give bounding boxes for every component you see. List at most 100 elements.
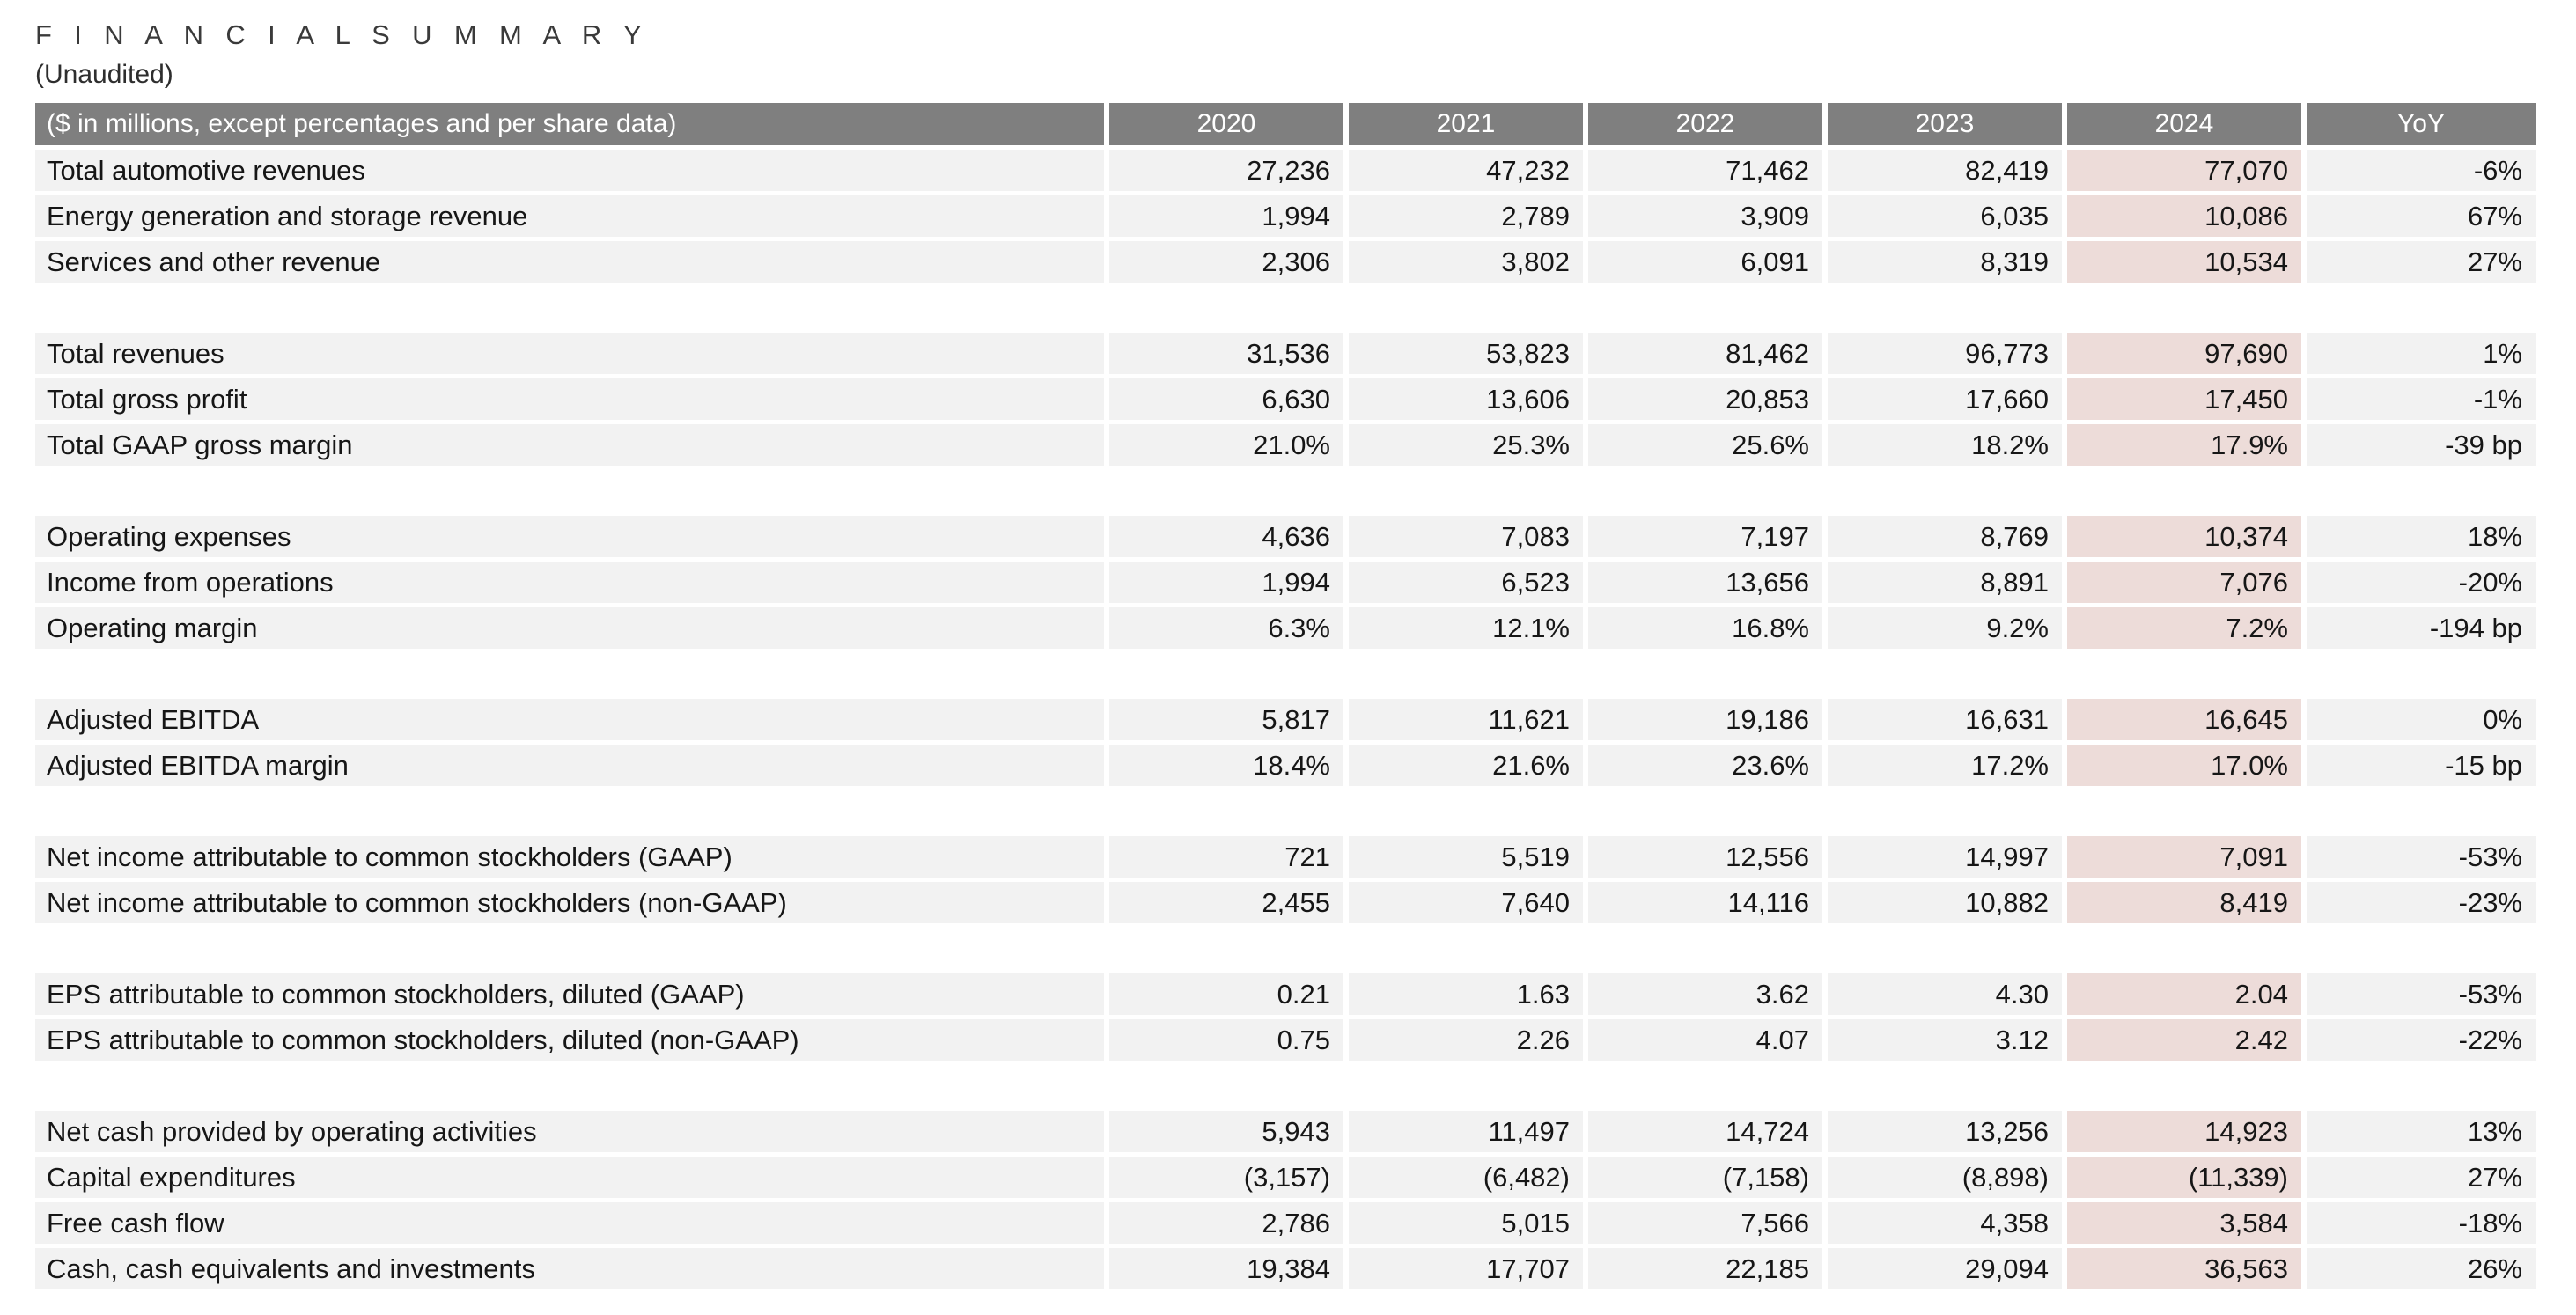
cell-value: 18.2%: [1828, 424, 2062, 466]
cell-value: -18%: [2307, 1202, 2536, 1244]
cell-value: 31,536: [1109, 333, 1343, 374]
cell-value: 0%: [2307, 699, 2536, 740]
cell-value: 7,566: [1588, 1202, 1822, 1244]
cell-value: -53%: [2307, 836, 2536, 878]
cell-value: (7,158): [1588, 1157, 1822, 1198]
cell-value: 96,773: [1828, 333, 2062, 374]
cell-value: -1%: [2307, 378, 2536, 420]
cell-value: 27,236: [1109, 150, 1343, 191]
cell-value: 7,083: [1349, 516, 1583, 557]
spacer-cell: [35, 928, 2536, 969]
cell-value: 5,015: [1349, 1202, 1583, 1244]
cell-value: 5,817: [1109, 699, 1343, 740]
cell-value: 5,519: [1349, 836, 1583, 878]
cell-value: 13,256: [1828, 1111, 2062, 1152]
cell-value: 4.30: [1828, 973, 2062, 1015]
cell-value: 19,186: [1588, 699, 1822, 740]
table-row: EPS attributable to common stockholders,…: [35, 1019, 2536, 1061]
cell-value: 2,306: [1109, 241, 1343, 283]
cell-value: 21.0%: [1109, 424, 1343, 466]
cell-value: -23%: [2307, 882, 2536, 923]
cell-value: 2,789: [1349, 195, 1583, 237]
spacer-row: [35, 1065, 2536, 1106]
cell-value: 18%: [2307, 516, 2536, 557]
spacer-row: [35, 470, 2536, 511]
table-row: Free cash flow 2,786 5,015 7,566 4,358 3,584-…: [35, 1202, 2536, 1244]
cell-value: 47,232: [1349, 150, 1583, 191]
row-label: Total automotive revenues: [35, 150, 1104, 191]
table-row: Total automotive revenues 27,236 47,232 71,…: [35, 150, 2536, 191]
cell-value: 721: [1109, 836, 1343, 878]
table-row: Total GAAP gross margin 21.0% 25.3% 25.6% 18…: [35, 424, 2536, 466]
cell-value: 0.21: [1109, 973, 1343, 1015]
financial-summary-table: ($ in millions, except percentages and p…: [30, 99, 2541, 1294]
table-row: Adjusted EBITDA 5,817 11,621 19,186 16,631 16…: [35, 699, 2536, 740]
spacer-row: [35, 928, 2536, 969]
cell-value: 18.4%: [1109, 745, 1343, 786]
cell-value: (6,482): [1349, 1157, 1583, 1198]
table-row: EPS attributable to common stockholders,…: [35, 973, 2536, 1015]
cell-value: 26%: [2307, 1248, 2536, 1289]
spacer-cell: [35, 287, 2536, 328]
cell-value: 6,091: [1588, 241, 1822, 283]
cell-value-2024-highlight: 36,563: [2067, 1248, 2301, 1289]
spacer-cell: [35, 1065, 2536, 1106]
cell-value: 17,660: [1828, 378, 2062, 420]
cell-value: 13,656: [1588, 562, 1822, 603]
cell-value: 4,636: [1109, 516, 1343, 557]
row-label: Total revenues: [35, 333, 1104, 374]
table-row: Net income attributable to common stockh…: [35, 882, 2536, 923]
table-row: Income from operations 1,994 6,523 13,656 8,…: [35, 562, 2536, 603]
column-header-2022: 2022: [1588, 103, 1822, 145]
cell-value: 1%: [2307, 333, 2536, 374]
cell-value: 11,621: [1349, 699, 1583, 740]
cell-value: 3,909: [1588, 195, 1822, 237]
row-label: Free cash flow: [35, 1202, 1104, 1244]
row-label: Net cash provided by operating activitie…: [35, 1111, 1104, 1152]
cell-value: 25.6%: [1588, 424, 1822, 466]
table-row: Cash, cash equivalents and investments 19…: [35, 1248, 2536, 1289]
spacer-row: [35, 287, 2536, 328]
table-row: Energy generation and storage revenue 1,9…: [35, 195, 2536, 237]
table-row: Total revenues 31,536 53,823 81,462 96,773 97…: [35, 333, 2536, 374]
cell-value: 14,997: [1828, 836, 2062, 878]
row-label: Services and other revenue: [35, 241, 1104, 283]
cell-value: 27%: [2307, 1157, 2536, 1198]
cell-value: 2.26: [1349, 1019, 1583, 1061]
cell-value: 1,994: [1109, 562, 1343, 603]
cell-value-2024-highlight: 14,923: [2067, 1111, 2301, 1152]
cell-value: 17,707: [1349, 1248, 1583, 1289]
row-label: Operating expenses: [35, 516, 1104, 557]
cell-value-2024-highlight: 10,374: [2067, 516, 2301, 557]
table-header-row: ($ in millions, except percentages and p…: [35, 103, 2536, 145]
cell-value: 7,640: [1349, 882, 1583, 923]
cell-value-2024-highlight: 97,690: [2067, 333, 2301, 374]
cell-value: (3,157): [1109, 1157, 1343, 1198]
cell-value: 22,185: [1588, 1248, 1822, 1289]
table-body: Total automotive revenues 27,236 47,232 71,…: [35, 150, 2536, 1289]
row-label: Cash, cash equivalents and investments: [35, 1248, 1104, 1289]
column-header-2020: 2020: [1109, 103, 1343, 145]
cell-value-2024-highlight: 8,419: [2067, 882, 2301, 923]
cell-value: 25.3%: [1349, 424, 1583, 466]
cell-value: 7,197: [1588, 516, 1822, 557]
cell-value: 3.62: [1588, 973, 1822, 1015]
row-label: Net income attributable to common stockh…: [35, 882, 1104, 923]
cell-value-2024-highlight: 3,584: [2067, 1202, 2301, 1244]
cell-value: 12.1%: [1349, 607, 1583, 649]
cell-value: 11,497: [1349, 1111, 1583, 1152]
cell-value: 8,319: [1828, 241, 2062, 283]
spacer-row: [35, 653, 2536, 694]
column-header-yoy: YoY: [2307, 103, 2536, 145]
cell-value-2024-highlight: 7,091: [2067, 836, 2301, 878]
cell-value: 17.2%: [1828, 745, 2062, 786]
table-row: Capital expenditures (3,157) (6,482) (7,158…: [35, 1157, 2536, 1198]
cell-value: -20%: [2307, 562, 2536, 603]
cell-value: -194 bp: [2307, 607, 2536, 649]
cell-value: 2,786: [1109, 1202, 1343, 1244]
cell-value: 19,384: [1109, 1248, 1343, 1289]
column-header-2021: 2021: [1349, 103, 1583, 145]
cell-value: -39 bp: [2307, 424, 2536, 466]
table-row: Total gross profit 6,630 13,606 20,853 17,66…: [35, 378, 2536, 420]
table-row: Net cash provided by operating activitie…: [35, 1111, 2536, 1152]
